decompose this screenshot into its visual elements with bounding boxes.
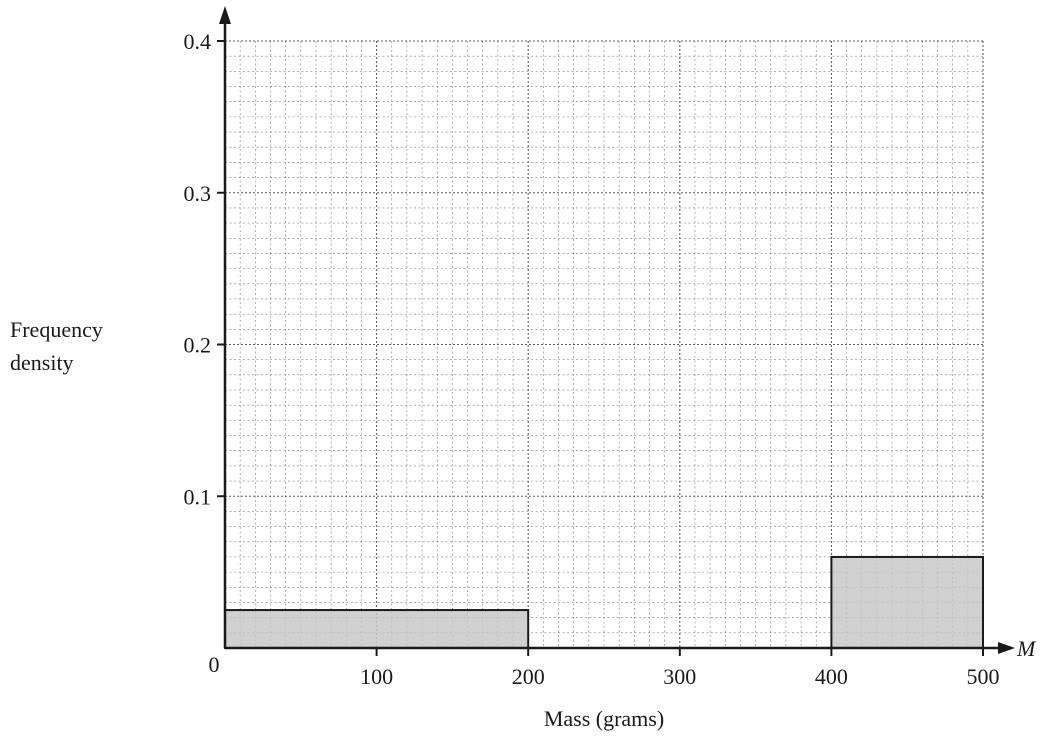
x-tick-label: 200 xyxy=(512,664,545,689)
x-tick-label: 400 xyxy=(815,664,848,689)
x-tick-label: 500 xyxy=(967,664,1000,689)
y-axis-arrow xyxy=(219,6,231,24)
y-axis-label-line-2: density xyxy=(10,350,74,375)
y-tick-label: 0.4 xyxy=(184,29,212,54)
x-tick-label: 300 xyxy=(663,664,696,689)
ticks: 100 200 300 400 500 0.1 0.2 0.3 0.4 xyxy=(184,29,1000,689)
x-axis-label: Mass (grams) xyxy=(544,706,664,731)
y-tick-label: 0.2 xyxy=(184,333,212,358)
y-tick-label: 0.3 xyxy=(184,181,212,206)
x-tick-label: 100 xyxy=(360,664,393,689)
x-axis-arrow xyxy=(998,642,1015,654)
histogram-bar-2 xyxy=(830,555,985,650)
grid xyxy=(225,40,984,648)
bars xyxy=(224,555,985,650)
axes xyxy=(219,6,1015,654)
y-tick-label: 0.1 xyxy=(184,484,212,509)
y-axis-label-line-1: Frequency xyxy=(10,317,103,342)
x-axis-variable: M xyxy=(1016,636,1037,661)
histogram-bar-1 xyxy=(224,609,530,649)
origin-label: 0 xyxy=(209,652,220,677)
